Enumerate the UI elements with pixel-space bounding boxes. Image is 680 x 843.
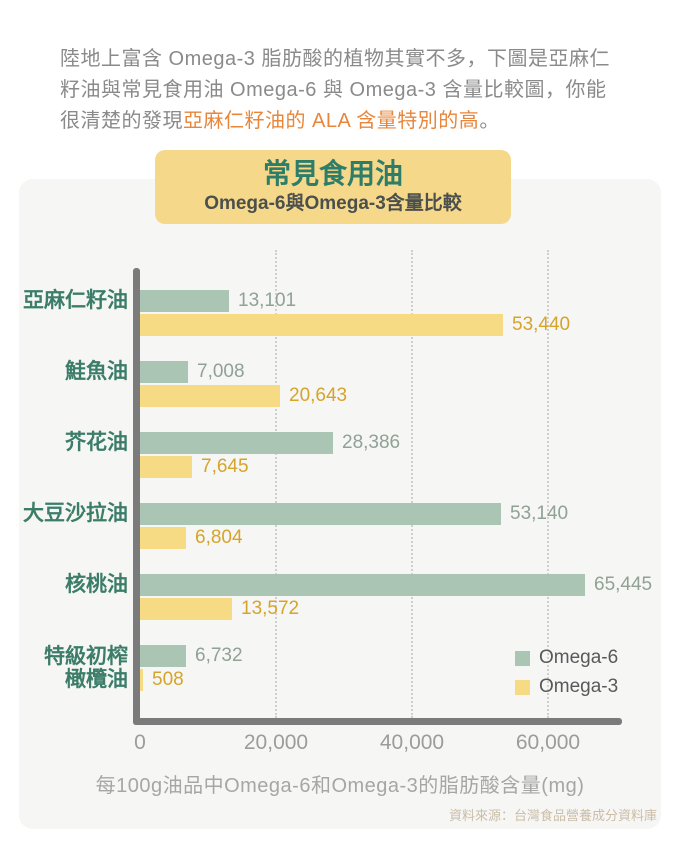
value-label: 6,732 <box>195 645 243 666</box>
omega6-bar <box>140 503 501 525</box>
intro-highlight: 亞麻仁籽油的 ALA 含量特別的高 <box>183 110 480 132</box>
chart-subtitle: Omega-6與Omega-3含量比較 <box>204 193 462 214</box>
value-label: 13,572 <box>241 598 300 619</box>
omega3-bar <box>140 314 503 336</box>
legend-swatch-omega6-icon <box>515 650 530 666</box>
omega6-bar <box>140 645 186 667</box>
category-label: 亞麻仁籽油 <box>23 289 128 312</box>
data-source: 資料來源：台灣食品營養成分資料庫 <box>448 808 657 823</box>
intro-text: 陸地上富含 Omega-3 脂肪酸的植物其實不多，下圖是亞麻仁籽油與常見食用油 … <box>60 48 610 132</box>
omega3-bar <box>140 456 192 478</box>
gridline <box>547 250 549 718</box>
category-label: 特級初榨 橄欖油 <box>0 645 128 691</box>
legend-swatch-omega3-icon <box>515 679 530 695</box>
legend-label-omega3: Omega-3 <box>539 676 619 697</box>
category-label: 芥花油 <box>65 431 128 454</box>
x-tick-label: 20,000 <box>243 731 309 754</box>
x-axis-title: 每100g油品中Omega-6和Omega-3的脂肪酸含量(mg) <box>95 775 585 797</box>
value-label: 53,140 <box>510 503 569 524</box>
value-label: 7,645 <box>201 456 249 477</box>
legend-item-omega6: Omega-6 <box>515 647 618 669</box>
gridline <box>275 250 277 718</box>
x-tick-label: 0 <box>134 731 146 754</box>
gridline <box>411 250 413 718</box>
category-label: 大豆沙拉油 <box>23 502 128 525</box>
omega3-bar <box>140 385 280 407</box>
intro-period: 。 <box>479 110 500 132</box>
x-tick-label: 40,000 <box>379 731 445 754</box>
value-label: 28,386 <box>342 432 401 453</box>
legend-item-omega3: Omega-3 <box>515 676 618 698</box>
omega6-bar <box>140 361 188 383</box>
y-axis-line <box>133 268 140 725</box>
value-label: 53,440 <box>512 314 571 335</box>
value-label: 13,101 <box>238 290 297 311</box>
value-label: 508 <box>152 669 184 690</box>
intro-paragraph: 陸地上富含 Omega-3 脂肪酸的植物其實不多，下圖是亞麻仁籽油與常見食用油 … <box>60 44 626 137</box>
omega3-bar <box>140 527 186 549</box>
x-tick-label: 60,000 <box>515 731 581 754</box>
category-label: 核桃油 <box>65 573 128 596</box>
value-label: 7,008 <box>197 361 245 382</box>
omega3-bar <box>140 669 143 691</box>
value-label: 65,445 <box>594 574 653 595</box>
value-label: 20,643 <box>289 385 348 406</box>
category-label: 鮭魚油 <box>65 360 128 383</box>
chart-title-box: 常見食用油 Omega-6與Omega-3含量比較 <box>155 150 511 224</box>
omega6-bar <box>140 574 585 596</box>
x-axis-line <box>133 718 622 725</box>
omega6-bar <box>140 290 229 312</box>
legend-label-omega6: Omega-6 <box>539 647 619 668</box>
legend: Omega-6 Omega-3 <box>515 647 618 705</box>
category-label-line: 橄欖油 <box>65 668 128 691</box>
value-label: 6,804 <box>195 527 243 548</box>
chart-title: 常見食用油 <box>262 158 403 189</box>
omega6-bar <box>140 432 333 454</box>
omega3-bar <box>140 598 232 620</box>
category-label-line: 特級初榨 <box>44 645 128 668</box>
